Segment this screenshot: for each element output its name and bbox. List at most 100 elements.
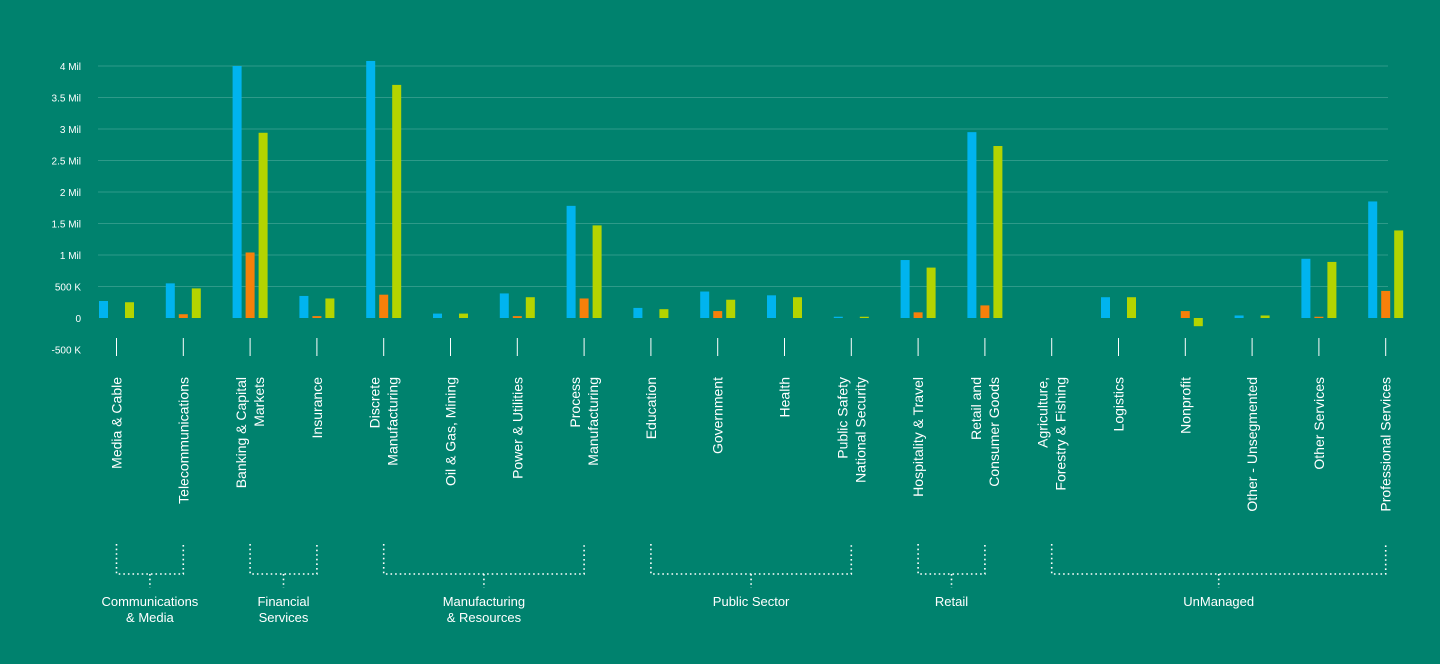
bar bbox=[325, 298, 335, 318]
bar bbox=[967, 132, 977, 318]
group-bracket bbox=[917, 544, 986, 575]
bar bbox=[1368, 201, 1378, 318]
bar bbox=[1327, 261, 1337, 318]
group-label: Retail bbox=[935, 594, 968, 609]
x-tick-label: Power & Utilities bbox=[509, 377, 525, 479]
bar bbox=[433, 313, 442, 318]
x-tick-label: Discrete bbox=[367, 377, 383, 429]
bar bbox=[1234, 315, 1244, 318]
x-tick-label: Telecommunications bbox=[175, 377, 191, 504]
bar bbox=[1260, 315, 1270, 318]
bar bbox=[1101, 297, 1110, 318]
bar bbox=[245, 252, 255, 318]
x-tick-label: Markets bbox=[251, 377, 267, 427]
y-tick-label: 1 Mil bbox=[60, 251, 81, 262]
x-tick-label: Other Services bbox=[1311, 377, 1327, 470]
x-tick-label: Health bbox=[777, 377, 793, 417]
bar bbox=[566, 205, 576, 318]
bar bbox=[833, 316, 843, 318]
bar bbox=[1394, 230, 1404, 318]
x-tick-label: Other - Unsegmented bbox=[1244, 377, 1260, 512]
group-bracket bbox=[1050, 544, 1387, 575]
x-tick-label: Retail and bbox=[968, 377, 984, 440]
x-tick-label: Agriculture, bbox=[1035, 377, 1051, 448]
bar bbox=[900, 260, 910, 318]
bar bbox=[926, 267, 936, 318]
x-tick-label: Forestry & Fishing bbox=[1053, 377, 1069, 491]
bar bbox=[859, 316, 869, 318]
x-tick-label: National Security bbox=[852, 377, 868, 483]
bar bbox=[726, 299, 736, 318]
bar bbox=[980, 305, 990, 318]
bar bbox=[312, 316, 322, 318]
bar bbox=[299, 295, 309, 318]
x-tick-label: Manufacturing bbox=[385, 377, 401, 466]
x-tick-label: Insurance bbox=[309, 377, 325, 439]
x-tick-label: Government bbox=[710, 377, 726, 454]
bar bbox=[767, 295, 776, 318]
x-tick-label: Logistics bbox=[1111, 377, 1127, 431]
bar bbox=[99, 300, 108, 318]
bars bbox=[99, 60, 1404, 327]
y-tick-label: -500 K bbox=[52, 346, 82, 357]
bar bbox=[232, 66, 242, 318]
y-tick-label: 500 K bbox=[55, 283, 81, 294]
bar bbox=[592, 225, 602, 318]
bar bbox=[125, 302, 134, 318]
group-bracket bbox=[249, 544, 318, 575]
y-tick-label: 2.5 Mil bbox=[52, 157, 81, 168]
gridlines bbox=[98, 65, 1388, 287]
bar bbox=[1301, 258, 1311, 318]
bar bbox=[258, 132, 268, 318]
x-tick-label: Public Safety bbox=[834, 377, 850, 459]
x-tick-label: Nonprofit bbox=[1177, 377, 1193, 434]
bar bbox=[459, 313, 468, 318]
group-label: & Resources bbox=[447, 610, 522, 625]
x-tick-label: Manufacturing bbox=[585, 377, 601, 466]
y-tick-label: 4 Mil bbox=[60, 62, 81, 73]
x-tick-label: Oil & Gas, Mining bbox=[443, 377, 459, 486]
y-tick-label: 0 bbox=[75, 314, 81, 325]
bar bbox=[913, 312, 923, 318]
bar bbox=[191, 288, 201, 318]
bar bbox=[993, 146, 1003, 318]
bar bbox=[1127, 297, 1136, 318]
group-label: Communications bbox=[101, 594, 198, 609]
group-label: Public Sector bbox=[713, 594, 790, 609]
bar bbox=[659, 309, 669, 318]
bar bbox=[713, 311, 723, 318]
bar bbox=[392, 84, 402, 319]
group-label: Services bbox=[259, 610, 309, 625]
x-tick-label: Professional Services bbox=[1378, 377, 1394, 512]
x-tick-label: Process bbox=[567, 377, 583, 428]
x-tick-label: Consumer Goods bbox=[986, 377, 1002, 487]
bar bbox=[525, 297, 535, 318]
bar bbox=[165, 283, 175, 318]
bar bbox=[1314, 316, 1324, 318]
bar bbox=[1381, 290, 1391, 318]
bar bbox=[700, 291, 710, 318]
group-label: Manufacturing bbox=[443, 594, 525, 609]
bar bbox=[178, 314, 188, 318]
bar bbox=[512, 316, 522, 318]
bar bbox=[499, 293, 509, 318]
bar bbox=[579, 298, 589, 318]
x-tick-label: Media & Cable bbox=[109, 377, 125, 469]
group-bracket bbox=[115, 544, 185, 575]
y-axis: 4 Mil 3.5 Mil 3 Mil 2.5 Mil 2 Mil 1.5 Mil 1 Mi… bbox=[52, 62, 82, 357]
bar bbox=[1193, 318, 1203, 327]
group-label: & Media bbox=[126, 610, 174, 625]
bar bbox=[633, 307, 643, 318]
x-tick-label: Education bbox=[643, 377, 659, 439]
bar bbox=[1180, 311, 1190, 318]
group-label: UnManaged bbox=[1183, 594, 1254, 609]
x-tick-label: Banking & Capital bbox=[233, 377, 249, 488]
group-label: Financial bbox=[257, 594, 309, 609]
x-tick-label: Hospitality & Travel bbox=[910, 377, 926, 497]
x-axis: Media & Cable Telecommunications Banking &… bbox=[109, 338, 1394, 512]
y-tick-label: 3 Mil bbox=[60, 125, 81, 136]
